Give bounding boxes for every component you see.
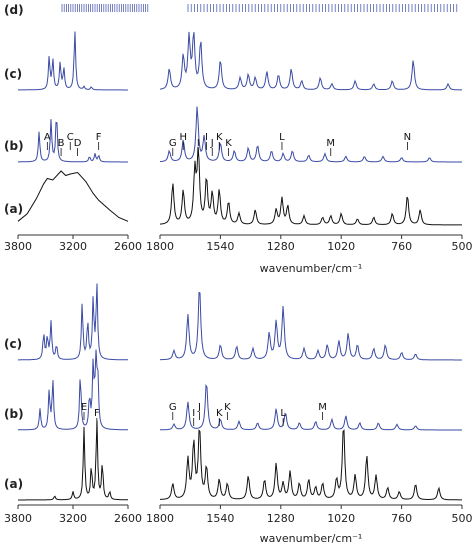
x-axis-title: wavenumber/cm⁻¹ bbox=[260, 262, 363, 275]
spectrum-right-c bbox=[159, 31, 462, 91]
spectrum-left-a bbox=[18, 420, 128, 501]
peak-label-D: D bbox=[74, 138, 82, 149]
right-tick-label: 1280 bbox=[267, 240, 295, 253]
peak-label-K: K bbox=[216, 408, 223, 419]
row-label-d: (d) bbox=[4, 3, 24, 17]
peak-label-H: H bbox=[179, 132, 187, 143]
row-label-a: (a) bbox=[4, 477, 23, 491]
row-label-b: (b) bbox=[4, 139, 24, 153]
spectrum-left-c bbox=[18, 31, 128, 91]
peak-label-F: F bbox=[94, 408, 100, 419]
left-tick-label: 2600 bbox=[114, 512, 142, 525]
right-tick-label: 1280 bbox=[267, 512, 295, 525]
peak-label-E: E bbox=[81, 402, 87, 413]
peak-label-K: K bbox=[225, 138, 232, 149]
peak-label-L: L bbox=[279, 132, 285, 143]
left-tick-label: 3200 bbox=[59, 240, 87, 253]
spectrum-right-b bbox=[159, 106, 462, 163]
peak-label-J: J bbox=[197, 402, 201, 413]
spectrum-right-a bbox=[159, 146, 462, 226]
spectrum-left-c bbox=[18, 283, 128, 361]
right-tick-label: 1020 bbox=[327, 240, 355, 253]
row-label-c: (c) bbox=[4, 337, 22, 351]
spectrum-left-b bbox=[18, 119, 128, 163]
right-tick-label: 1800 bbox=[146, 512, 174, 525]
peak-label-A: A bbox=[44, 132, 51, 143]
right-tick-label: 760 bbox=[391, 512, 412, 525]
peak-label-M: M bbox=[326, 138, 335, 149]
right-tick-label: 1540 bbox=[206, 240, 234, 253]
labels: 3800 3200 2600 1800 1540 1280 1020 760 500 wavenu… bbox=[4, 3, 473, 545]
peak-label-G: G bbox=[169, 402, 177, 413]
peak-label-K: K bbox=[224, 402, 231, 413]
left-tick-label: 2600 bbox=[114, 240, 142, 253]
right-tick-label: 1800 bbox=[146, 240, 174, 253]
x-axis-title: wavenumber/cm⁻¹ bbox=[260, 532, 363, 545]
peak-label-J: J bbox=[210, 138, 214, 149]
peak-label-N: N bbox=[404, 132, 411, 143]
peak-label-B: B bbox=[58, 138, 65, 149]
row-label-b: (b) bbox=[4, 407, 24, 421]
peak-label-M: M bbox=[318, 402, 327, 413]
row-label-c: (c) bbox=[4, 67, 22, 81]
spectrum-right-a bbox=[160, 429, 462, 501]
right-tick-label: 1020 bbox=[327, 512, 355, 525]
spectrum-left-b bbox=[17, 349, 128, 431]
left-tick-label: 3800 bbox=[4, 512, 32, 525]
spectrum-right-c bbox=[159, 291, 462, 361]
peak-label-I: I bbox=[205, 132, 208, 143]
row-label-a: (a) bbox=[4, 202, 23, 216]
right-tick-label: 760 bbox=[391, 240, 412, 253]
spectrum-left-a bbox=[17, 170, 129, 222]
right-tick-label: 500 bbox=[452, 240, 473, 253]
left-tick-label: 3200 bbox=[59, 512, 87, 525]
peak-label-C: C bbox=[67, 132, 74, 143]
right-tick-label: 500 bbox=[452, 512, 473, 525]
peak-label-K: K bbox=[216, 132, 223, 143]
spectrum-right-b bbox=[160, 383, 462, 431]
axis-ticks bbox=[17, 234, 463, 509]
peak-label-G: G bbox=[169, 138, 177, 149]
peak-label-I: I bbox=[192, 408, 195, 419]
peak-label-F: F bbox=[96, 132, 102, 143]
peak-label-I: I bbox=[197, 138, 200, 149]
left-tick-label: 3800 bbox=[4, 240, 32, 253]
peak-label-L: L bbox=[280, 408, 286, 419]
spectral-curves bbox=[17, 4, 462, 501]
right-tick-label: 1540 bbox=[206, 512, 234, 525]
